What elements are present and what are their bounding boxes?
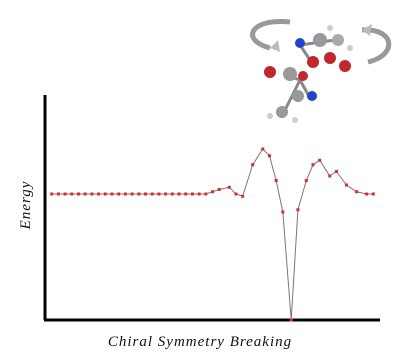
data-point (198, 193, 201, 196)
data-point (184, 193, 187, 196)
data-point (296, 208, 299, 211)
data-point (211, 190, 214, 193)
x-axis-label: Chiral Symmetry Breaking (108, 334, 292, 350)
data-point (84, 193, 87, 196)
data-point (251, 163, 254, 166)
data-point (117, 193, 120, 196)
data-point (281, 211, 284, 214)
data-point (157, 193, 160, 196)
data-point (191, 193, 194, 196)
data-line (52, 149, 374, 320)
data-point (64, 193, 67, 196)
data-point (365, 193, 368, 196)
data-point (328, 175, 331, 178)
data-point (234, 193, 237, 196)
data-point (312, 163, 315, 166)
data-point (124, 193, 127, 196)
data-point (178, 193, 181, 196)
data-point (151, 193, 154, 196)
data-point (228, 186, 231, 189)
data-point (104, 193, 107, 196)
data-point (97, 193, 100, 196)
data-point (131, 193, 134, 196)
data-point (144, 193, 147, 196)
data-point (355, 190, 358, 193)
data-point (372, 193, 375, 196)
data-point (137, 193, 140, 196)
data-point (164, 193, 167, 196)
chart: Chiral Symmetry Breaking Energy (0, 0, 400, 357)
data-point (171, 193, 174, 196)
data-point (77, 193, 80, 196)
data-point (335, 170, 338, 173)
data-point (290, 319, 293, 322)
y-axis-label: Energy (18, 181, 34, 231)
data-point (318, 159, 321, 162)
molecule-illustration (253, 22, 389, 123)
data-point (345, 184, 348, 187)
data-point (268, 154, 271, 157)
data-point (275, 179, 278, 182)
data-point (305, 179, 308, 182)
data-point (70, 193, 73, 196)
data-point (218, 188, 221, 191)
data-point (90, 193, 93, 196)
data-point (241, 195, 244, 198)
data-point (50, 193, 53, 196)
data-point (261, 148, 264, 151)
data-point (57, 193, 60, 196)
data-point (204, 193, 207, 196)
data-point (111, 193, 114, 196)
